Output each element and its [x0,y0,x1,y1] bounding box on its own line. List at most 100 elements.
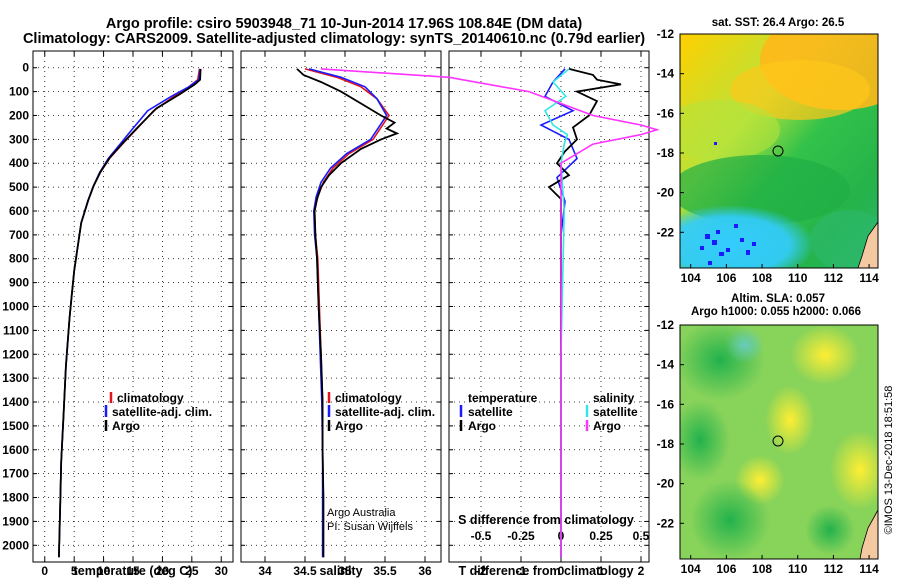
x-tick-label: 25 [185,564,199,578]
depth-tick-label: 800 [9,252,29,266]
lon-tick-label: 104 [681,562,701,576]
depth-tick-label: 1900 [2,514,29,528]
legend-label-climatology: climatology [335,391,402,405]
lat-tick-label: -12 [657,318,675,332]
lat-tick-label: -20 [657,477,675,491]
legend-title-salinity: salinity [593,391,635,405]
x-tick-label: 20 [156,564,170,578]
lat-tick-label: -16 [657,397,675,411]
depth-tick-label: 1100 [3,323,29,337]
sst-map-title: sat. SST: 26.4 Argo: 26.5 [712,17,845,29]
lat-tick-label: -12 [657,27,675,41]
lon-tick-label: 112 [824,562,844,576]
depth-tick-label: 100 [9,85,29,99]
series-temperature-satellite [539,68,578,558]
depth-axis: 0 100 200 300 400 500 600 700 800 900 1000 1100 1200… [2,61,29,553]
lon-tick-label: 108 [752,271,772,285]
x-tick-label: 0 [41,564,48,578]
sst-map [680,34,878,268]
depth-tick-label: 1800 [2,491,29,505]
t-difference-xlabel: T difference from climatology [458,564,633,578]
sst-argo-marker [772,145,784,157]
depth-tick-label: 700 [9,228,29,242]
s-difference-xlabel: S difference from climatology [458,513,634,527]
x2-tick-label: -0.5 [471,529,492,543]
x2-tick-label: 0.5 [633,529,650,543]
legend-label-argo: Argo [335,419,363,433]
x-tick-label: -1 [516,564,527,578]
legend-label-argo: Argo [112,419,140,433]
x-tick-label: 36 [418,564,432,578]
lon-tick-label: 106 [716,562,736,576]
map-axes: 104 106 108 110 112 114 -12 -14 -16 -18 -20 -22 104 1… [657,27,879,576]
depth-tick-label: 0 [22,61,29,75]
depth-tick-label: 300 [9,132,29,146]
depth-tick-label: 1300 [2,371,29,385]
salinity-xlabel: salinity [319,564,362,578]
lon-tick-label: 114 [859,271,879,285]
series-satellite-adj-clim- [58,68,201,558]
depth-tick-label: 200 [9,108,29,122]
profile-curves [58,68,660,558]
lat-tick-label: -22 [657,225,675,239]
legend-title-temperature: temperature [468,391,538,405]
lon-tick-label: 106 [716,271,736,285]
sla-map-title-1: Altim. SLA: 0.057 [731,293,825,305]
x2-tick-label: -0.25 [507,529,535,543]
legend-label-climatology: climatology [117,391,184,405]
depth-tick-label: 500 [9,180,29,194]
series-salinity-satellite [543,68,570,558]
lon-tick-label: 108 [752,562,772,576]
lon-tick-label: 112 [824,271,844,285]
lat-tick-label: -20 [657,186,675,200]
depth-tick-label: 1200 [2,347,29,361]
series-climatology [58,68,201,558]
x-tick-label: 2 [638,564,645,578]
legend-label-satellite: satellite-adj. clim. [335,405,435,419]
salinity-legend: climatology satellite-adj. clim. Argo Ar… [327,391,435,533]
x-tick-label: 34 [258,564,272,578]
lon-tick-label: 114 [859,562,879,576]
x-tick-label: -2 [476,564,487,578]
depth-tick-label: 2000 [2,538,29,552]
temperature-legend: climatology satellite-adj. clim. Argo [104,391,212,433]
annotation-argo-australia: Argo Australia [327,507,396,519]
grid-lines [33,51,649,562]
sla-map-title-2: Argo h1000: 0.055 h2000: 0.066 [691,306,861,318]
x2-tick-label: 0.25 [589,529,613,543]
difference-legend: temperature satellite Argo salinity sate… [459,391,638,433]
depth-tick-label: 400 [9,156,29,170]
depth-tick-label: 1000 [2,300,29,314]
footer-timestamp: ©IMOS 13-Dec-2018 18:51:58 [883,386,895,535]
title-line-2: Climatology: CARS2009. Satellite-adjuste… [23,31,645,47]
x-tick-label: 35.5 [373,564,397,578]
x-tick-label: 15 [126,564,140,578]
legend-label-sal-argo: Argo [593,419,621,433]
sst-missing-pixels [700,142,756,265]
depth-tick-label: 1600 [2,443,29,457]
legend-label-sal-satellite: satellite [593,405,638,419]
lat-tick-label: -22 [657,516,675,530]
x-tick-label: 34.5 [293,564,317,578]
depth-tick-label: 900 [9,276,29,290]
x-tick-label: 0 [558,564,565,578]
series-temperature-argo [547,68,622,558]
depth-tick-label: 600 [9,204,29,218]
sla-argo-marker [772,435,784,447]
lat-tick-label: -14 [657,358,675,372]
legend-label-temp-satellite: satellite [468,405,513,419]
lon-tick-label: 104 [681,271,701,285]
legend-label-satellite: satellite-adj. clim. [112,405,212,419]
lat-tick-label: -18 [657,146,675,160]
annotation-pi: PI: Susan Wijffels [327,521,413,533]
depth-tick-label: 1700 [2,467,29,481]
legend-label-temp-argo: Argo [468,419,496,433]
depth-tick-label: 1400 [2,395,29,409]
series-argo [58,68,202,558]
series-argo [296,68,400,558]
x-tick-label: 10 [97,564,111,578]
title-line-1: Argo profile: csiro 5903948_71 10-Jun-20… [106,16,582,32]
lon-tick-label: 110 [788,562,808,576]
lat-tick-label: -14 [657,67,675,81]
depth-tick-label: 1500 [2,419,29,433]
